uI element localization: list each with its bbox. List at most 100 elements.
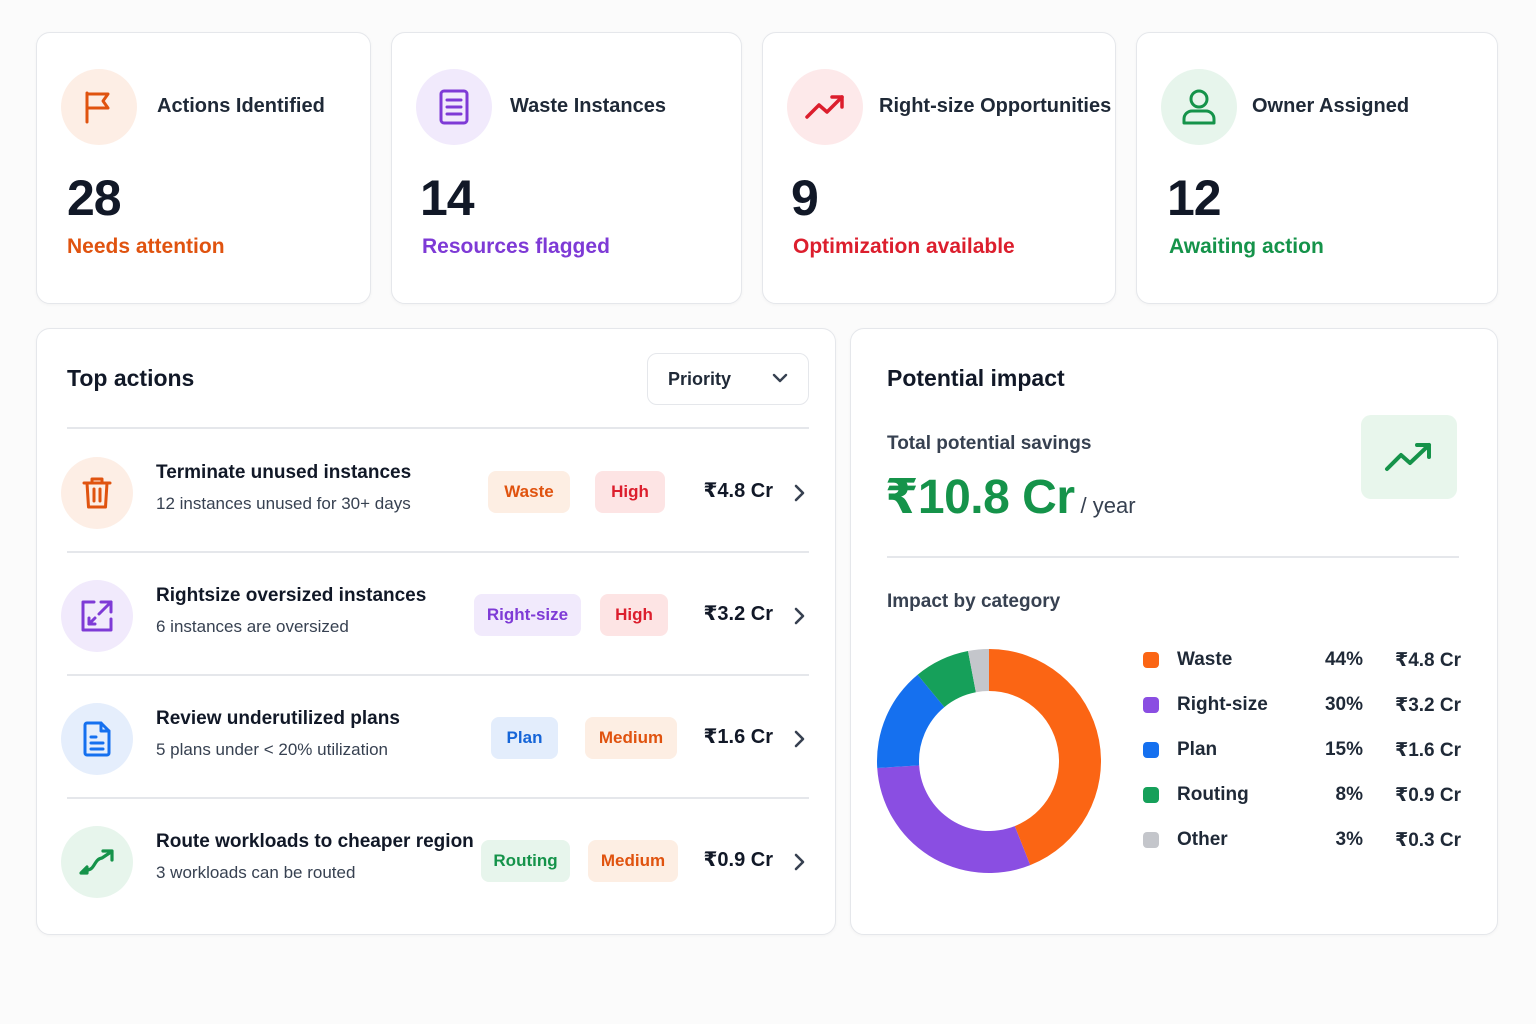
legend-percent: 3% (1335, 829, 1363, 850)
legend-swatch (1143, 652, 1159, 668)
trash-icon (61, 457, 133, 529)
action-amount: ₹3.2 Cr (703, 603, 773, 625)
stat-subtitle: Resources flagged (422, 235, 610, 258)
legend-amount: ₹0.3 Cr (1394, 830, 1461, 851)
legend-swatch (1143, 697, 1159, 713)
stat-card-owner[interactable]: Owner Assigned 12 Awaiting action (1136, 32, 1498, 304)
top-actions-title: Top actions (67, 365, 195, 391)
impact-title: Potential impact (887, 365, 1065, 391)
action-amount: ₹1.6 Cr (703, 726, 773, 748)
stat-subtitle: Needs attention (67, 235, 225, 258)
resize-icon (61, 580, 133, 652)
action-subtitle: 5 plans under < 20% utilization (156, 740, 389, 759)
donut-slice-routing[interactable] (917, 650, 976, 708)
stat-value: 9 (791, 170, 819, 226)
stat-value: 12 (1167, 170, 1222, 226)
trend-up-icon (787, 69, 863, 145)
legend-label: Plan (1177, 739, 1218, 760)
legend-label: Right-size (1177, 694, 1268, 715)
legend-percent: 15% (1324, 739, 1363, 760)
action-row[interactable]: Rightsize oversized instances 6 instance… (61, 571, 813, 661)
priority-badge-high: High (595, 471, 665, 513)
action-subtitle: 3 workloads can be routed (156, 863, 356, 882)
category-badge-waste: Waste (488, 471, 570, 513)
legend-row: Right-size 30% ₹3.2 Cr (1143, 690, 1461, 720)
stat-card-waste[interactable]: Waste Instances 14 Resources flagged (391, 32, 742, 304)
chevron-right-icon[interactable] (787, 480, 813, 506)
trend-up-icon (1361, 415, 1457, 499)
stat-title: Actions Identified (157, 95, 325, 117)
category-badge-plan: Plan (491, 717, 558, 759)
divider (67, 797, 809, 799)
document-icon (416, 69, 492, 145)
legend-swatch (1143, 787, 1159, 803)
chevron-right-icon[interactable] (787, 849, 813, 875)
savings-label: Total potential savings (887, 433, 1092, 454)
donut-slice-waste[interactable] (989, 649, 1101, 866)
stat-title: Owner Assigned (1252, 95, 1410, 117)
donut-slice-plan[interactable] (877, 674, 945, 769)
legend-percent: 30% (1324, 694, 1363, 715)
chevron-down-icon (772, 370, 788, 388)
stat-subtitle: Optimization available (793, 235, 1015, 258)
category-title: Impact by category (887, 591, 1061, 612)
category-badge-routing: Routing (481, 840, 570, 882)
sort-dropdown-label: Priority (668, 368, 732, 389)
action-row[interactable]: Route workloads to cheaper region 3 work… (61, 817, 813, 907)
legend-row: Routing 8% ₹0.9 Cr (1143, 780, 1461, 810)
legend-label: Waste (1177, 649, 1233, 670)
stat-value: 28 (67, 170, 122, 226)
legend-amount: ₹4.8 Cr (1394, 650, 1461, 671)
impact-donut-chart (877, 649, 1101, 873)
savings-amount: ₹10.8 Cr (885, 471, 1075, 524)
stat-title: Right-size Opportunities (879, 95, 1112, 117)
action-amount: ₹4.8 Cr (703, 480, 773, 502)
donut-slice-right-size[interactable] (877, 765, 1031, 873)
divider (67, 551, 809, 553)
route-arrow-icon (61, 826, 133, 898)
priority-badge-high: High (600, 594, 668, 636)
divider (67, 427, 809, 429)
file-icon (61, 703, 133, 775)
legend-label: Other (1177, 829, 1228, 850)
donut-slice-other[interactable] (968, 649, 989, 693)
priority-badge-medium: Medium (588, 840, 678, 882)
legend-amount: ₹0.9 Cr (1394, 785, 1461, 806)
action-row[interactable]: Terminate unused instances 12 instances … (61, 448, 813, 538)
user-icon (1161, 69, 1237, 145)
legend-row: Plan 15% ₹1.6 Cr (1143, 735, 1461, 765)
action-title: Route workloads to cheaper region (156, 831, 474, 852)
top-actions-panel: Top actions Priority Terminate unused in… (36, 328, 836, 935)
flag-icon (61, 69, 137, 145)
legend-percent: 44% (1324, 649, 1363, 670)
action-title: Rightsize oversized instances (156, 585, 427, 606)
chevron-right-icon[interactable] (787, 603, 813, 629)
action-amount: ₹0.9 Cr (703, 849, 773, 871)
legend-amount: ₹3.2 Cr (1394, 695, 1461, 716)
action-title: Review underutilized plans (156, 708, 400, 729)
action-subtitle: 12 instances unused for 30+ days (156, 494, 411, 513)
legend-label: Routing (1177, 784, 1249, 805)
divider (67, 674, 809, 676)
action-row[interactable]: Review underutilized plans 5 plans under… (61, 694, 813, 784)
chevron-right-icon[interactable] (787, 726, 813, 752)
savings-value: ₹10.8 Cr / year (885, 469, 1136, 525)
legend-swatch (1143, 742, 1159, 758)
action-title: Terminate unused instances (156, 462, 412, 483)
action-subtitle: 6 instances are oversized (156, 617, 349, 636)
stat-title: Waste Instances (510, 95, 666, 117)
legend-percent: 8% (1335, 784, 1363, 805)
sort-dropdown[interactable]: Priority (647, 353, 809, 405)
savings-unit: / year (1080, 493, 1136, 518)
divider (887, 556, 1459, 558)
legend-amount: ₹1.6 Cr (1394, 740, 1461, 761)
potential-impact-panel: Potential impact Total potential savings… (850, 328, 1498, 935)
legend-swatch (1143, 832, 1159, 848)
category-badge-rightsize: Right-size (474, 594, 581, 636)
stat-subtitle: Awaiting action (1169, 235, 1324, 258)
legend-row: Waste 44% ₹4.8 Cr (1143, 645, 1461, 675)
stat-card-actions[interactable]: Actions Identified 28 Needs attention (36, 32, 371, 304)
legend-row: Other 3% ₹0.3 Cr (1143, 825, 1461, 855)
priority-badge-medium: Medium (585, 717, 677, 759)
stat-card-rightsize[interactable]: Right-size Opportunities 9 Optimization … (762, 32, 1116, 304)
